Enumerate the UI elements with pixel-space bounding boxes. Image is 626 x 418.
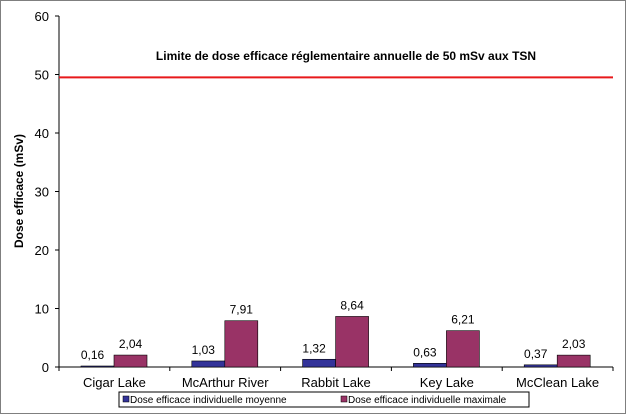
legend-box: [118, 391, 530, 408]
data-label: 0,16: [81, 348, 105, 362]
y-tick-label: 0: [42, 360, 49, 375]
bar-moyenne: [523, 364, 558, 368]
x-tick-label: Cigar Lake: [83, 375, 146, 390]
legend-label-maximale: Dose efficace individuelle maximale: [348, 395, 507, 406]
bar-moyenne: [80, 365, 115, 368]
data-label: 6,21: [451, 313, 475, 327]
legend-label-moyenne: Dose efficace individuelle moyenne: [130, 395, 287, 406]
data-label: 0,63: [413, 345, 437, 359]
regulatory-limit-label: Limite de dose efficace réglementaire an…: [156, 49, 536, 63]
data-label: 1,32: [302, 341, 326, 355]
bar-maximale: [556, 354, 591, 368]
data-label: 1,03: [192, 343, 216, 357]
y-tick-label: 20: [35, 243, 49, 258]
y-axis-label: Dose efficace (mSv): [12, 134, 26, 248]
data-label: 7,91: [230, 303, 254, 317]
bars: [80, 316, 591, 368]
data-label: 8,64: [340, 298, 364, 312]
bar-maximale: [446, 330, 480, 368]
bar-moyenne: [191, 360, 226, 368]
bar-moyenne: [413, 363, 447, 368]
bar-maximale: [113, 354, 148, 368]
bar-maximale: [224, 320, 259, 368]
y-tick-label: 40: [35, 126, 49, 141]
data-labels: 0,16 2,04 1,03 7,91 1,32 8,64 0,63 6,21 0,37 2,03: [81, 298, 586, 362]
axes: 0 10 20 30 40 50 60 Cigar Lake McArthur River Rab…: [35, 9, 614, 390]
data-label: 0,37: [524, 347, 548, 361]
x-tick-label: McClean Lake: [516, 375, 599, 390]
y-tick-label: 60: [35, 9, 49, 24]
y-tick-label: 10: [35, 302, 49, 317]
data-label: 2,04: [119, 337, 143, 351]
legend-swatch-moyenne: [122, 395, 130, 403]
x-tick-label: McArthur River: [182, 375, 269, 390]
legend: Dose efficace individuelle moyenne Dose …: [118, 391, 530, 408]
x-tick-label: Rabbit Lake: [301, 375, 370, 390]
y-tick-label: 50: [35, 68, 49, 83]
x-tick-label: Key Lake: [420, 375, 474, 390]
bar-moyenne: [302, 358, 336, 368]
legend-swatch-maximale: [340, 395, 348, 403]
data-label: 2,03: [562, 337, 586, 351]
bar-maximale: [335, 316, 369, 368]
y-tick-label: 30: [35, 185, 49, 200]
